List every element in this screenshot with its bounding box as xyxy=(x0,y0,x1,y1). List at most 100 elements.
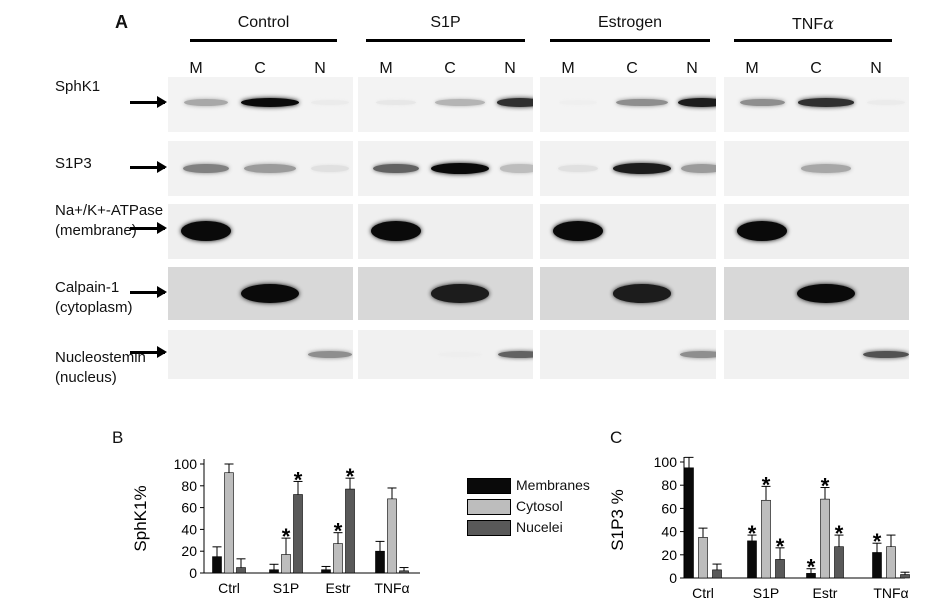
significance-star: * xyxy=(762,472,771,497)
blot-group-title: S1P xyxy=(430,14,461,31)
blot-strip xyxy=(724,77,909,132)
bar xyxy=(236,567,246,574)
blot-lane-label: N xyxy=(314,60,326,77)
legend-label: Membranes xyxy=(516,477,590,493)
y-axis-label: S1P3 % xyxy=(608,489,627,550)
x-tick-label: S1P xyxy=(273,580,299,596)
alpha-symbol: α xyxy=(823,14,834,33)
protein-band xyxy=(372,163,420,174)
x-tick-label: TNFα xyxy=(374,580,409,596)
protein-band xyxy=(184,98,228,107)
blot-strip xyxy=(168,77,353,132)
y-tick-label: 20 xyxy=(661,547,677,563)
x-tick-label: S1P xyxy=(753,585,779,601)
legend-swatch xyxy=(467,499,511,515)
blot-strip xyxy=(358,204,533,259)
protein-band xyxy=(680,351,716,358)
significance-star: * xyxy=(346,464,355,489)
bar xyxy=(387,498,397,574)
x-tick-label: TNFα xyxy=(873,585,908,601)
y-tick-label: 40 xyxy=(181,521,197,537)
sphk1-percent-chart: 0 20 40 60 80 100 SphK1% Ctrl * * S1P * * Estr TNFα xyxy=(131,456,420,596)
protein-band xyxy=(437,351,483,358)
legend-swatch xyxy=(467,520,511,536)
significance-star: * xyxy=(748,521,757,546)
protein-band xyxy=(797,98,855,107)
panel-b-letter: B xyxy=(112,428,124,447)
blot-row-sublabel: (cytoplasm) xyxy=(55,299,133,316)
blot-group-title: Control xyxy=(237,14,290,31)
protein-band xyxy=(613,163,671,174)
blot-row-label: S1P3 xyxy=(55,155,92,172)
y-tick-label: 0 xyxy=(189,565,197,581)
protein-band xyxy=(181,220,231,241)
bar xyxy=(269,569,279,574)
blot-group-underline xyxy=(550,39,710,42)
protein-band xyxy=(558,164,598,173)
protein-band xyxy=(497,350,533,359)
bar xyxy=(820,498,830,579)
bar xyxy=(212,556,222,574)
blot-strip xyxy=(540,77,716,132)
bar xyxy=(375,550,385,574)
blot-strip xyxy=(358,77,533,132)
row-arrow-icon xyxy=(130,222,167,234)
blot-group-title: Estrogen xyxy=(597,14,663,31)
protein-band xyxy=(499,164,533,173)
blot-row-label: Calpain-1 xyxy=(55,279,120,296)
protein-band xyxy=(678,98,716,107)
protein-band xyxy=(371,220,421,241)
blot-lane-label: N xyxy=(504,60,516,77)
y-tick-label: 40 xyxy=(661,524,677,540)
bar xyxy=(345,488,355,574)
row-arrow-icon xyxy=(130,286,167,298)
blot-lane-label: M xyxy=(745,60,759,77)
row-arrow-icon xyxy=(130,161,167,173)
bar xyxy=(761,499,771,579)
bar xyxy=(747,540,757,579)
protein-band xyxy=(867,99,905,106)
blot-strip xyxy=(168,267,353,320)
bar xyxy=(712,569,722,579)
significance-star: * xyxy=(334,519,343,544)
blot-lane-label: M xyxy=(189,60,203,77)
blot-row-sublabel: (membrane) xyxy=(55,222,137,239)
blot-strip xyxy=(358,330,533,379)
protein-band xyxy=(737,220,787,241)
row-arrow-icon xyxy=(130,96,167,108)
significance-star: * xyxy=(776,534,785,559)
blot-strip xyxy=(168,141,353,196)
y-tick-label: 80 xyxy=(661,477,677,493)
legend-swatch xyxy=(467,478,511,494)
bar xyxy=(333,543,343,574)
blot-strip xyxy=(540,330,716,379)
protein-band xyxy=(431,163,489,174)
blot-row-label: Nucleostemin xyxy=(55,349,146,366)
bar xyxy=(886,546,896,579)
blot-row-label: Na+/K+-ATPase xyxy=(55,202,164,219)
significance-star: * xyxy=(821,474,830,499)
protein-band xyxy=(183,163,229,174)
blot-lane-label: M xyxy=(561,60,575,77)
bar xyxy=(775,559,785,579)
protein-band xyxy=(800,164,852,173)
significance-star: * xyxy=(807,555,816,580)
protein-band xyxy=(434,98,485,106)
protein-band xyxy=(553,220,603,241)
protein-band xyxy=(431,284,489,303)
panel-a-letter: A xyxy=(115,12,128,32)
bar xyxy=(321,569,331,574)
blot-strip xyxy=(168,204,353,259)
bar xyxy=(900,574,910,579)
bar xyxy=(399,570,409,574)
blot-strip xyxy=(358,141,533,196)
bar xyxy=(281,554,291,574)
protein-band xyxy=(680,163,716,173)
legend-label: Cytosol xyxy=(516,498,563,514)
legend-label: Nucelei xyxy=(516,519,563,535)
blot-row-label: SphK1 xyxy=(55,78,101,95)
protein-band xyxy=(558,99,598,106)
blot-lane-label: M xyxy=(379,60,393,77)
protein-band xyxy=(739,98,785,107)
